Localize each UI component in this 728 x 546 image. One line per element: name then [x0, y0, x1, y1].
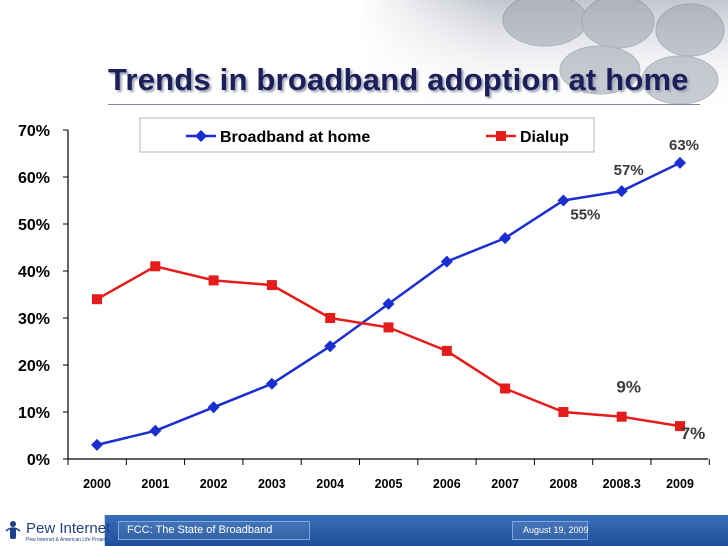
data-point-1-10 [675, 421, 685, 432]
legend-marker-0 [195, 130, 207, 142]
line-chart: 0% 10% 20% 30% 40% 50% 60% 70% 2000 2001 2002 2003 2… [18, 117, 710, 491]
x-tick-label: 2006 [433, 477, 461, 491]
legend-marker-1 [496, 131, 506, 141]
x-tick-label: 2001 [141, 477, 169, 491]
x-tick-label: 2005 [375, 477, 403, 491]
x-tick-label: 2008 [549, 477, 577, 491]
x-tick-label: 2003 [258, 477, 286, 491]
presentation-title-box: FCC: The State of Broadband [118, 521, 310, 540]
data-label: 63% [669, 137, 699, 154]
data-point-0-8 [557, 194, 570, 207]
pew-logo-icon [5, 521, 21, 539]
series-line-1 [96, 264, 681, 428]
data-point-0-4 [324, 340, 337, 353]
y-tick-label: 30% [18, 311, 50, 328]
y-tick-label: 40% [18, 264, 50, 281]
y-tick-label: 10% [18, 405, 50, 422]
data-point-0-7 [499, 232, 512, 245]
x-tick-label: 2002 [200, 477, 228, 491]
y-tick-label: 50% [18, 217, 50, 234]
title-divider [108, 104, 700, 105]
x-tick-label: 2000 [83, 477, 111, 491]
data-label: 57% [614, 162, 644, 179]
logo-subtext: Pew Internet & American Life Project [26, 537, 108, 543]
chart-title: Trends in broadband adoption at home [108, 62, 689, 97]
x-tick-label: 2004 [316, 477, 344, 491]
data-point-0-3 [265, 377, 278, 390]
data-point-0-9 [615, 185, 628, 198]
legend-label-1: Dialup [520, 129, 569, 146]
presentation-date: August 19, 2009 [523, 525, 589, 535]
legend-label-0: Broadband at home [220, 129, 370, 146]
date-box: August 19, 2009 [512, 521, 589, 540]
y-tick-label: 20% [18, 358, 50, 375]
y-tick-label: 60% [18, 170, 50, 187]
data-point-0-10 [674, 156, 686, 169]
data-point-1-7 [500, 383, 511, 394]
data-point-1-6 [441, 345, 452, 356]
data-point-0-1 [149, 424, 162, 437]
data-point-0-5 [382, 297, 395, 310]
x-tick-label: 2008.3 [603, 477, 641, 491]
x-tick-label: 2009 [666, 477, 694, 491]
y-tick-label: 0% [27, 452, 50, 469]
data-label: 55% [570, 207, 600, 224]
presentation-title: FCC: The State of Broadband [127, 524, 273, 536]
x-tick-label: 2007 [491, 477, 519, 491]
data-point-0-0 [91, 438, 103, 451]
data-point-0-6 [440, 255, 453, 268]
data-point-1-2 [208, 275, 219, 286]
data-label: 9% [616, 378, 641, 397]
y-tick-label: 70% [18, 123, 50, 140]
data-point-1-3 [266, 280, 277, 291]
logo-text: Pew Internet [26, 520, 111, 537]
data-point-1-0 [92, 294, 102, 305]
data-point-1-4 [325, 313, 336, 323]
data-point-1-1 [150, 261, 161, 272]
footer-bar: Pew Internet Pew Internet & American Lif… [0, 515, 728, 546]
data-point-0-2 [207, 401, 220, 414]
data-point-1-5 [383, 322, 394, 333]
data-point-1-9 [616, 411, 627, 422]
data-label: 7% [681, 424, 706, 443]
data-point-1-8 [558, 407, 569, 417]
pew-logo: Pew Internet Pew Internet & American Lif… [0, 515, 110, 546]
